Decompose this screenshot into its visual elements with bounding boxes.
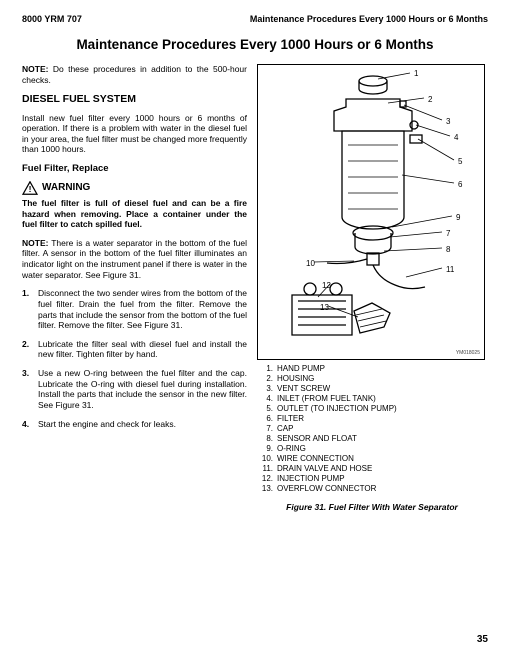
- page-number: 35: [477, 634, 488, 647]
- callout-number: 13: [320, 303, 329, 313]
- legend-number: 12.: [257, 474, 277, 484]
- note-1-prefix: NOTE:: [22, 64, 48, 74]
- callout-number: 9: [456, 213, 460, 223]
- header-right: Maintenance Procedures Every 1000 Hours …: [250, 14, 488, 25]
- callout-number: 11: [446, 265, 454, 275]
- note-1: NOTE: Do these procedures in addition to…: [22, 64, 247, 85]
- legend-item: 1.HAND PUMP: [257, 364, 487, 374]
- legend-item: 7.CAP: [257, 424, 487, 434]
- diesel-paragraph: Install new fuel filter every 1000 hours…: [22, 113, 247, 156]
- callout-number: 5: [458, 157, 462, 167]
- legend-label: DRAIN VALVE AND HOSE: [277, 464, 372, 474]
- callout-number: 8: [446, 245, 450, 255]
- legend-item: 9.O-RING: [257, 444, 487, 454]
- note-2-text: There is a water separator in the bottom…: [22, 238, 247, 280]
- warning-triangle-icon: !: [22, 181, 38, 195]
- step-number: 3.: [22, 368, 38, 411]
- step-item: 2.Lubricate the filter seal with diesel …: [22, 339, 247, 360]
- legend-item: 4.INLET (FROM FUEL TANK): [257, 394, 487, 404]
- page-header: 8000 YRM 707 Maintenance Procedures Ever…: [22, 14, 488, 25]
- figure-legend: 1.HAND PUMP2.HOUSING3.VENT SCREW4.INLET …: [257, 364, 487, 494]
- legend-item: 5.OUTLET (TO INJECTION PUMP): [257, 404, 487, 414]
- figure-31: YM018025 12345697811101213: [257, 64, 485, 360]
- right-column: YM018025 12345697811101213 1.HAND PUMP2.…: [257, 64, 487, 513]
- step-item: 4.Start the engine and check for leaks.: [22, 419, 247, 430]
- legend-label: OVERFLOW CONNECTOR: [277, 484, 376, 494]
- legend-item: 11.DRAIN VALVE AND HOSE: [257, 464, 487, 474]
- legend-label: HAND PUMP: [277, 364, 325, 374]
- legend-label: SENSOR AND FLOAT: [277, 434, 357, 444]
- legend-item: 2.HOUSING: [257, 374, 487, 384]
- legend-label: INLET (FROM FUEL TANK): [277, 394, 376, 404]
- legend-label: O-RING: [277, 444, 306, 454]
- step-text: Start the engine and check for leaks.: [38, 419, 247, 430]
- legend-number: 1.: [257, 364, 277, 374]
- header-left: 8000 YRM 707: [22, 14, 82, 25]
- page-title: Maintenance Procedures Every 1000 Hours …: [22, 37, 488, 54]
- legend-number: 3.: [257, 384, 277, 394]
- legend-item: 3.VENT SCREW: [257, 384, 487, 394]
- legend-label: WIRE CONNECTION: [277, 454, 354, 464]
- legend-number: 6.: [257, 414, 277, 424]
- warning-text: The fuel filter is full of diesel fuel a…: [22, 198, 247, 230]
- legend-item: 6.FILTER: [257, 414, 487, 424]
- figure-caption: Figure 31. Fuel Filter With Water Separa…: [257, 502, 487, 513]
- legend-number: 11.: [257, 464, 277, 474]
- callout-number: 1: [414, 69, 418, 79]
- callout-number: 6: [458, 180, 462, 190]
- legend-item: 10.WIRE CONNECTION: [257, 454, 487, 464]
- legend-number: 13.: [257, 484, 277, 494]
- callout-number: 10: [306, 259, 315, 269]
- heading-diesel: DIESEL FUEL SYSTEM: [22, 93, 247, 106]
- step-text: Disconnect the two sender wires from the…: [38, 288, 247, 331]
- note-1-text: Do these procedures in addition to the 5…: [22, 64, 247, 85]
- legend-label: CAP: [277, 424, 293, 434]
- legend-number: 7.: [257, 424, 277, 434]
- legend-item: 13.OVERFLOW CONNECTOR: [257, 484, 487, 494]
- warning-label: WARNING: [42, 182, 90, 195]
- legend-label: OUTLET (TO INJECTION PUMP): [277, 404, 397, 414]
- figure-code: YM018025: [456, 350, 480, 356]
- step-number: 2.: [22, 339, 38, 360]
- callout-number: 7: [446, 229, 450, 239]
- legend-label: FILTER: [277, 414, 304, 424]
- content-columns: NOTE: Do these procedures in addition to…: [22, 64, 488, 513]
- legend-item: 8.SENSOR AND FLOAT: [257, 434, 487, 444]
- note-2: NOTE: There is a water separator in the …: [22, 238, 247, 281]
- left-column: NOTE: Do these procedures in addition to…: [22, 64, 247, 513]
- callout-number: 12: [322, 281, 331, 291]
- legend-number: 4.: [257, 394, 277, 404]
- legend-number: 10.: [257, 454, 277, 464]
- step-item: 1.Disconnect the two sender wires from t…: [22, 288, 247, 331]
- heading-filter: Fuel Filter, Replace: [22, 163, 247, 175]
- step-number: 4.: [22, 419, 38, 430]
- callout-number: 3: [446, 117, 450, 127]
- warning-header: ! WARNING: [22, 181, 247, 195]
- legend-number: 8.: [257, 434, 277, 444]
- legend-number: 5.: [257, 404, 277, 414]
- step-number: 1.: [22, 288, 38, 331]
- note-2-prefix: NOTE:: [22, 238, 48, 248]
- legend-label: INJECTION PUMP: [277, 474, 345, 484]
- steps-list: 1.Disconnect the two sender wires from t…: [22, 288, 247, 429]
- callout-number: 2: [428, 95, 432, 105]
- callout-number: 4: [454, 133, 458, 143]
- fuel-filter-diagram-icon: [258, 65, 486, 361]
- step-text: Lubricate the filter seal with diesel fu…: [38, 339, 247, 360]
- legend-label: HOUSING: [277, 374, 314, 384]
- legend-number: 9.: [257, 444, 277, 454]
- svg-text:!: !: [29, 184, 32, 194]
- step-text: Use a new O-ring between the fuel filter…: [38, 368, 247, 411]
- legend-item: 12.INJECTION PUMP: [257, 474, 487, 484]
- legend-label: VENT SCREW: [277, 384, 330, 394]
- legend-number: 2.: [257, 374, 277, 384]
- step-item: 3.Use a new O-ring between the fuel filt…: [22, 368, 247, 411]
